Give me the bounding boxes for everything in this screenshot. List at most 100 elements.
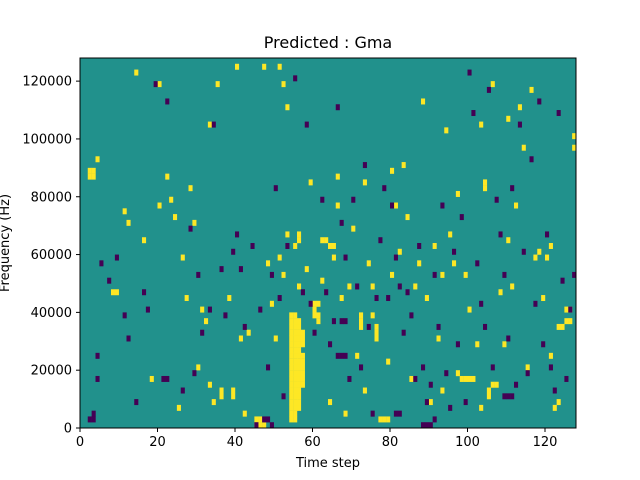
y-tick-label: 80000: [31, 190, 72, 205]
heatmap-cell-low: [165, 98, 170, 105]
heatmap-cell-high: [289, 341, 294, 348]
heatmap-cell-low: [494, 196, 499, 203]
heatmap-cell-high: [289, 323, 294, 330]
heatmap-cell-low: [351, 196, 356, 203]
heatmap-cell-low: [382, 185, 387, 192]
heatmap-cell-high: [297, 283, 302, 290]
heatmap-cell-low: [262, 416, 267, 423]
heatmap-cell-high: [424, 295, 429, 302]
heatmap-cell-high: [475, 341, 480, 348]
heatmap-cell-low: [405, 289, 410, 296]
heatmap-cell-low: [300, 289, 305, 296]
heatmap-cell-high: [300, 364, 305, 371]
heatmap-cell-high: [149, 375, 154, 382]
heatmap-cell-high: [254, 416, 259, 423]
heatmap-cell-high: [297, 329, 302, 336]
heatmap-cell-high: [91, 173, 96, 180]
heatmap-cell-high: [335, 173, 340, 180]
y-axis: 0 20000 40000 60000 80000 100000 120000: [22, 75, 80, 437]
heatmap-cell-high: [293, 347, 298, 354]
heatmap-cell-high: [297, 347, 302, 354]
heatmap-cell-high: [479, 404, 484, 411]
heatmap-cell-low: [374, 295, 379, 302]
heatmap-cell-high: [545, 254, 550, 261]
heatmap-cell-high: [285, 104, 290, 111]
heatmap-cell-high: [184, 295, 189, 302]
heatmap-cell-low: [269, 271, 274, 278]
heatmap-cell-high: [262, 422, 267, 429]
y-axis-label: Frequency (Hz): [0, 194, 13, 292]
heatmap-cell-low: [490, 364, 495, 371]
heatmap-cell-high: [316, 318, 321, 325]
heatmap-cell-high: [494, 381, 499, 388]
heatmap-cell-high: [533, 254, 538, 261]
heatmap-cell-high: [304, 266, 309, 273]
heatmap-cell-low: [502, 393, 507, 400]
heatmap-cell-low: [386, 295, 391, 302]
heatmap-cell-high: [165, 173, 170, 180]
heatmap-cell-high: [281, 81, 286, 88]
heatmap-cell-high: [362, 179, 367, 186]
heatmap-cell-low: [459, 214, 464, 221]
heatmap-cell-high: [390, 271, 395, 278]
heatmap-cell-high: [514, 202, 519, 209]
heatmap-cell-high: [134, 69, 139, 76]
heatmap-cell-high: [335, 202, 340, 209]
heatmap-cell-high: [552, 404, 557, 411]
x-tick-label: 0: [76, 435, 84, 450]
heatmap-cell-high: [432, 243, 437, 249]
heatmap-cell-high: [207, 121, 212, 128]
x-axis: 0 20 40 60 80 100 120: [76, 428, 557, 450]
heatmap-cell-high: [211, 399, 216, 406]
plot-frame: [79, 57, 577, 429]
heatmap-cell-high: [207, 381, 212, 388]
heatmap-cell-high: [490, 381, 495, 388]
heatmap-cell-high: [297, 231, 302, 238]
heatmap-cell-high: [293, 335, 298, 342]
heatmap-cell-high: [87, 173, 92, 180]
heatmap-cell-low: [568, 306, 573, 313]
heatmap-cell-high: [378, 416, 383, 423]
heatmap-cell-high: [293, 404, 298, 411]
heatmap-cell-low: [362, 162, 367, 169]
heatmap-cell-high: [293, 341, 298, 348]
heatmap-cell-high: [541, 295, 546, 302]
heatmap-cell-high: [560, 323, 565, 330]
heatmap-cell-high: [142, 237, 147, 244]
heatmap-cell-high: [297, 381, 302, 388]
heatmap-cell-low: [397, 410, 402, 417]
heatmap-cell-high: [157, 81, 162, 88]
heatmap-cell-low: [541, 341, 546, 348]
heatmap-cell-high: [440, 387, 445, 394]
heatmap-cell-low: [452, 248, 457, 255]
heatmap-cell-high: [293, 387, 298, 394]
heatmap-cell-high: [169, 196, 174, 203]
heatmap-cell-low: [413, 375, 418, 382]
heatmap-cell-low: [370, 410, 375, 417]
heatmap-cell-high: [312, 306, 317, 313]
heatmap-cell-high: [246, 329, 251, 336]
heatmap-cell-high: [390, 167, 395, 174]
heatmap-cell-low: [266, 416, 271, 423]
heatmap-cell-low: [471, 110, 476, 117]
heatmap-cell-low: [200, 329, 205, 336]
heatmap-cell-high: [297, 341, 302, 348]
heatmap-cell-low: [498, 231, 503, 238]
plot-area: [79, 57, 577, 429]
heatmap-cell-high: [266, 260, 271, 267]
heatmap-cell-high: [281, 271, 286, 278]
heatmap-cell-high: [359, 312, 364, 319]
heatmap-cell-low: [339, 318, 344, 325]
heatmap-cell-high: [289, 312, 294, 319]
heatmap-cell-low: [343, 254, 348, 261]
heatmap-cell-low: [107, 277, 112, 284]
heatmap-cell-high: [173, 214, 178, 221]
heatmap-cell-low: [335, 352, 340, 359]
heatmap-cell-high: [320, 237, 325, 244]
heatmap-cell-high: [231, 393, 236, 400]
heatmap-cell-low: [486, 86, 491, 93]
heatmap-cell-high: [312, 300, 317, 307]
heatmap-cell-low: [312, 329, 317, 336]
heatmap-cell-high: [409, 375, 414, 382]
heatmap-cell-high: [359, 323, 364, 330]
